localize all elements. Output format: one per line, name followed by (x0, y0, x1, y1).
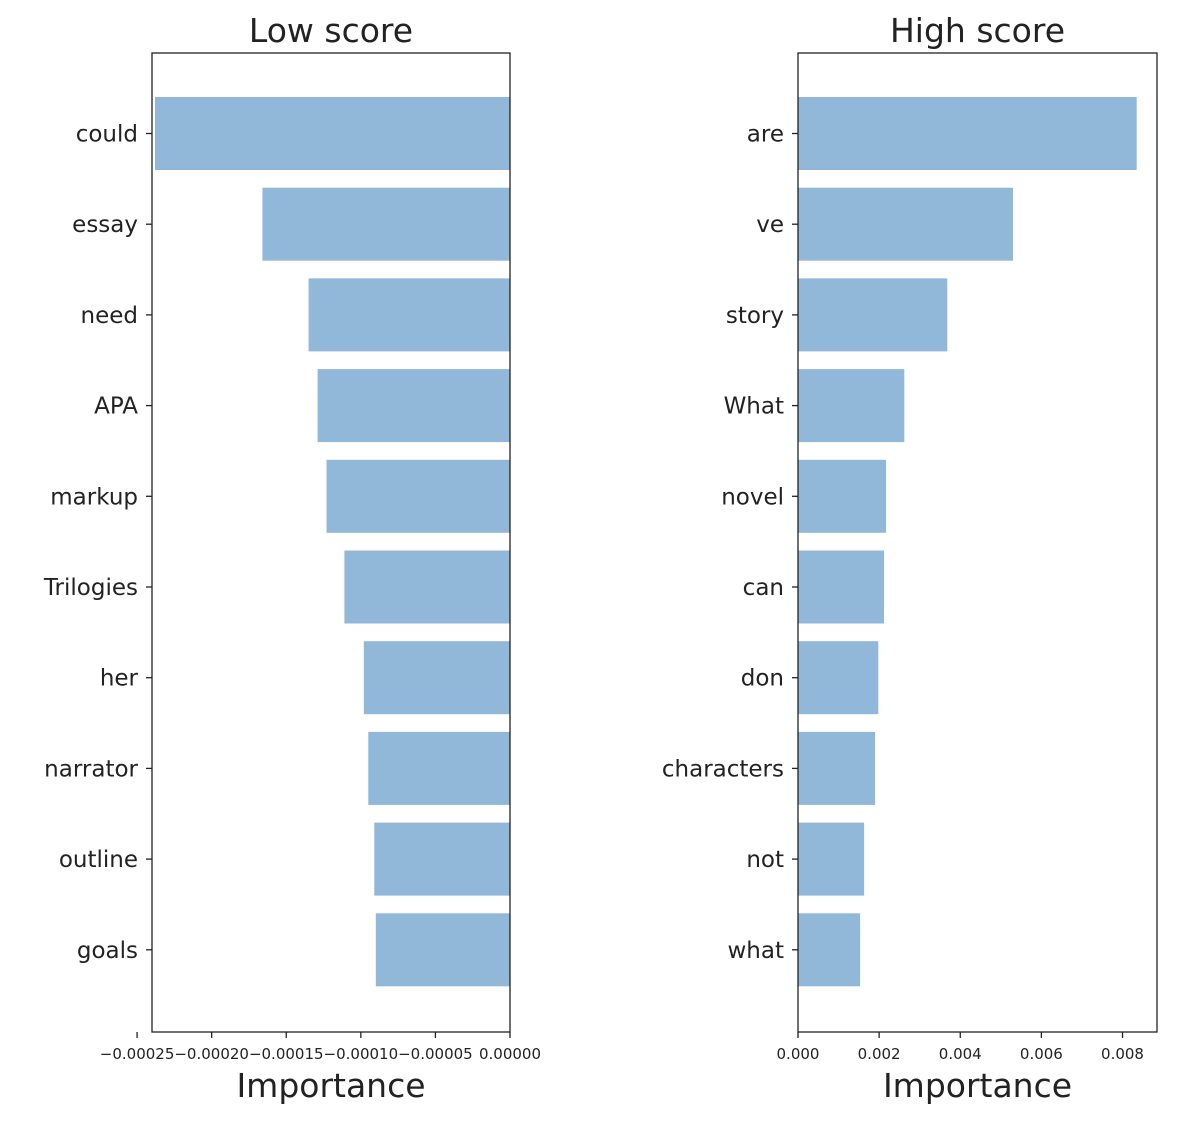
y-tick-label: not (746, 847, 784, 873)
bar-markup (326, 459, 510, 533)
bar-not (798, 822, 865, 896)
y-tick-label: What (724, 394, 784, 420)
x-tick-label: −0.00005 (398, 1045, 473, 1063)
x-axis-label: Importance (883, 1066, 1072, 1105)
bar-could (155, 97, 510, 170)
x-tick-label: 0.00000 (479, 1045, 541, 1063)
x-tick-label: −0.00015 (249, 1045, 324, 1063)
y-tick-label: don (741, 666, 784, 692)
x-tick-label: −0.00020 (174, 1045, 249, 1063)
bar-her (363, 641, 510, 715)
bar-what (798, 913, 861, 987)
y-tick-label: APA (94, 394, 138, 420)
y-tick-label: narrator (44, 756, 138, 782)
bar-apa (317, 369, 510, 443)
x-tick-label: 0.008 (1101, 1045, 1144, 1063)
x-tick-label: 0.004 (939, 1045, 982, 1063)
x-tick-label: −0.00025 (100, 1045, 175, 1063)
y-tick-label: ve (756, 212, 784, 238)
y-tick-label: goals (77, 938, 138, 964)
bar-essay (262, 187, 510, 261)
bar-characters (798, 731, 876, 805)
y-tick-label: need (81, 303, 138, 329)
bar-outline (374, 822, 510, 896)
axes-frame (151, 52, 511, 1033)
chart-title: High score (890, 11, 1065, 50)
y-tick-label: are (747, 122, 784, 148)
y-tick-label: can (743, 575, 784, 601)
y-tick-label: could (76, 122, 138, 148)
x-tick-label: 0.000 (777, 1045, 820, 1063)
bar-need (308, 278, 510, 352)
y-tick-label: markup (50, 484, 138, 510)
y-tick-label: outline (59, 847, 138, 873)
bar-ve (798, 187, 1013, 261)
x-tick-label: 0.002 (858, 1045, 901, 1063)
x-tick-label: −0.00010 (324, 1045, 399, 1063)
bar-don (798, 641, 879, 715)
y-tick-label: characters (662, 756, 784, 782)
bar-goals (375, 913, 511, 987)
x-axis-label: Importance (236, 1066, 425, 1105)
bar-novel (798, 459, 886, 533)
x-tick-label: 0.006 (1020, 1045, 1063, 1063)
bar-story (798, 278, 948, 352)
axes-frame (797, 52, 1158, 1033)
y-tick-label: what (727, 938, 784, 964)
y-tick-label: Trilogies (43, 575, 138, 601)
bar-can (798, 550, 884, 624)
y-tick-label: story (726, 303, 784, 329)
bar-what (798, 369, 905, 443)
bar-narrator (368, 731, 510, 805)
y-tick-label: her (100, 666, 139, 692)
y-tick-label: novel (721, 484, 784, 510)
bar-trilogies (344, 550, 510, 624)
chart-title: Low score (249, 11, 413, 50)
bar-are (798, 97, 1137, 170)
y-tick-label: essay (72, 212, 138, 238)
